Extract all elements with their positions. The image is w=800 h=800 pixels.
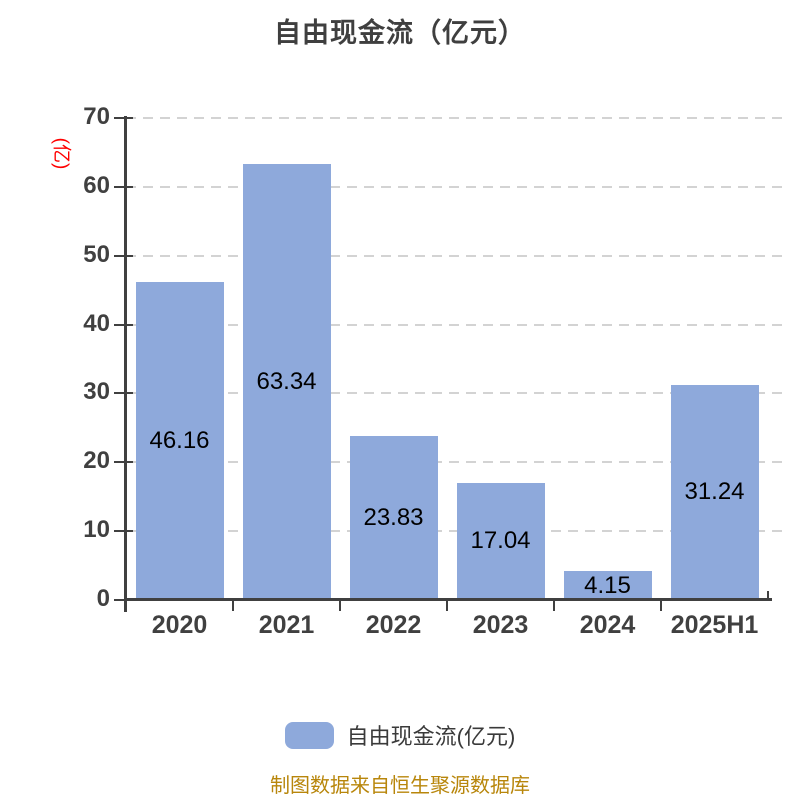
y-tick-label-30: 30 bbox=[83, 378, 110, 406]
gridline-50 bbox=[126, 254, 788, 257]
gridline-40 bbox=[126, 323, 788, 326]
bar-2025H1 bbox=[670, 384, 759, 600]
y-tick-label-20: 20 bbox=[83, 447, 110, 475]
y-tick-50 bbox=[114, 254, 133, 257]
x-tick-5 bbox=[660, 600, 662, 611]
y-tick-60 bbox=[114, 185, 133, 188]
bar-2022 bbox=[349, 435, 438, 600]
y-tick-10 bbox=[114, 530, 133, 533]
bar-value-2021: 63.34 bbox=[256, 367, 317, 395]
x-tick-2 bbox=[339, 600, 341, 611]
chart-title: 自由现金流（亿元） bbox=[274, 18, 526, 48]
x-tick-label-2021: 2021 bbox=[258, 611, 315, 639]
legend-swatch bbox=[284, 721, 334, 749]
gridline-20 bbox=[126, 461, 788, 464]
bar-value-2020: 46.16 bbox=[149, 427, 210, 455]
y-tick-0 bbox=[114, 599, 133, 601]
x-tick-3 bbox=[446, 600, 448, 611]
x-tick-label-2023: 2023 bbox=[472, 611, 529, 639]
gridline-70 bbox=[126, 117, 788, 119]
x-tick-label-2022: 2022 bbox=[365, 611, 422, 639]
y-axis-line bbox=[124, 116, 127, 612]
y-tick-label-50: 50 bbox=[83, 240, 110, 268]
x-tick-label-2025H1: 2025H1 bbox=[670, 611, 759, 639]
bar-2023 bbox=[456, 482, 545, 600]
gridline-30 bbox=[126, 392, 788, 395]
bar-2024 bbox=[563, 571, 652, 600]
x-tick-end bbox=[767, 591, 769, 600]
bar-2020 bbox=[135, 282, 224, 600]
legend: 自由现金流(亿元) bbox=[0, 719, 800, 751]
y-tick-40 bbox=[114, 323, 133, 326]
y-tick-70 bbox=[114, 117, 133, 119]
bar-value-2022: 23.83 bbox=[363, 503, 424, 531]
bar-value-2025H1: 31.24 bbox=[684, 478, 745, 506]
x-tick-label-2020: 2020 bbox=[151, 611, 208, 639]
y-tick-label-70: 70 bbox=[83, 103, 110, 130]
y-tick-label-0: 0 bbox=[96, 585, 110, 612]
y-tick-label-60: 60 bbox=[83, 171, 110, 199]
data-source-note: 制图数据来自恒生聚源数据库 bbox=[270, 775, 530, 797]
y-tick-30 bbox=[114, 392, 133, 395]
bar-value-2023: 17.04 bbox=[470, 527, 531, 555]
x-tick-4 bbox=[553, 600, 555, 611]
x-tick-1 bbox=[232, 600, 234, 611]
y-tick-20 bbox=[114, 461, 133, 464]
bar-2021 bbox=[242, 163, 331, 600]
y-tick-label-10: 10 bbox=[83, 516, 110, 544]
x-tick-label-2024: 2024 bbox=[579, 611, 636, 639]
legend-label: 自由现金流(亿元) bbox=[346, 724, 516, 749]
bar-value-2024: 4.15 bbox=[584, 571, 631, 599]
y-tick-label-40: 40 bbox=[83, 309, 110, 337]
x-axis-line bbox=[124, 598, 772, 601]
gridline-60 bbox=[126, 185, 788, 188]
